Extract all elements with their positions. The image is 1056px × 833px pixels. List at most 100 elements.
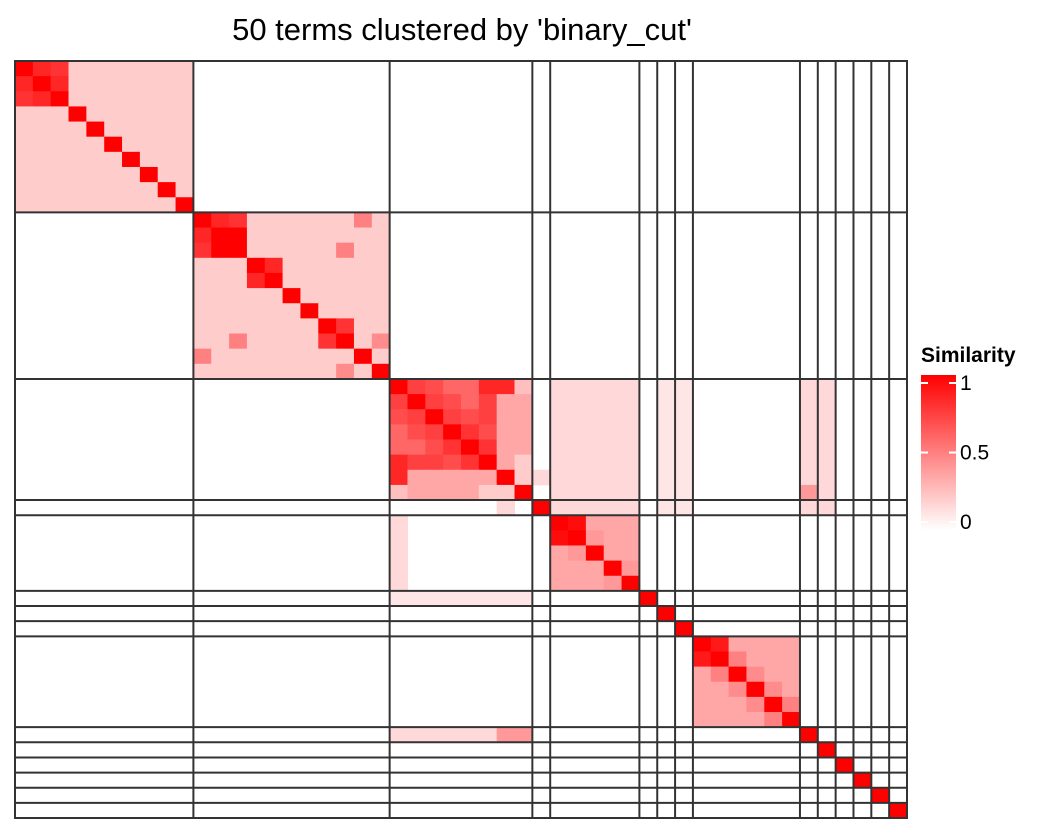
heatmap-cell: [104, 91, 123, 107]
heatmap-cell: [300, 303, 319, 319]
heatmap-cell: [443, 590, 462, 607]
heatmap-cell: [603, 560, 623, 577]
heatmap-cell: [514, 424, 533, 440]
heatmap-cell: [353, 348, 373, 365]
heatmap-cell: [568, 439, 587, 456]
heatmap-cell: [300, 288, 319, 304]
heatmap-cell: [461, 378, 480, 395]
heatmap-cell: [50, 91, 70, 107]
heatmap-cell: [229, 272, 248, 289]
heatmap-cell: [603, 484, 623, 501]
heatmap-cell: [246, 318, 266, 335]
heatmap-cell: [710, 666, 730, 683]
heatmap-cell: [86, 136, 105, 153]
heatmap-cell: [175, 106, 194, 123]
heatmap-cell: [407, 424, 426, 440]
heatmap-cell: [32, 91, 52, 107]
heatmap-cell: [621, 575, 640, 592]
heatmap-cell: [336, 288, 355, 304]
heatmap-cell: [603, 530, 623, 546]
heatmap-cell: [496, 424, 516, 440]
heatmap-cell: [550, 439, 569, 456]
heatmap-cell: [817, 742, 837, 758]
heatmap-cell: [104, 151, 123, 168]
heatmap-cell: [550, 500, 569, 516]
heatmap-cell: [371, 318, 391, 335]
heatmap-cell: [371, 348, 391, 365]
heatmap-cell: [764, 696, 783, 713]
heatmap-cell: [139, 106, 159, 123]
heatmap-cell: [407, 727, 426, 743]
heatmap-cell: [229, 242, 248, 259]
heatmap-cell: [585, 394, 605, 410]
heatmap-cell: [246, 333, 266, 350]
heatmap-cell: [478, 484, 498, 501]
heatmap-cell: [50, 136, 70, 153]
heatmap-cell: [68, 136, 87, 153]
heatmap-cell: [585, 545, 605, 562]
heatmap-cell: [229, 288, 248, 304]
heatmap-cell: [246, 257, 266, 274]
heatmap-cell: [585, 439, 605, 456]
heatmap-cell: [15, 121, 34, 138]
heatmap-cell: [478, 439, 498, 456]
heatmap-cell: [336, 348, 355, 365]
heatmap-cell: [496, 727, 516, 743]
heatmap-cell: [371, 257, 391, 274]
heatmap-cell: [585, 500, 605, 516]
heatmap-cell: [532, 469, 551, 486]
heatmap-cell: [746, 681, 765, 698]
heatmap-cell: [353, 363, 373, 380]
heatmap-cell: [32, 106, 52, 123]
heatmap-cell: [425, 439, 444, 456]
heatmap-cell: [371, 272, 391, 289]
heatmap-cell: [496, 454, 516, 471]
heatmap-cell: [568, 500, 587, 516]
heatmap-cell: [621, 515, 640, 531]
heatmap-cell: [139, 121, 159, 138]
heatmap-cell: [229, 318, 248, 335]
heatmap-cell: [425, 424, 444, 440]
heatmap-cell: [728, 666, 747, 683]
heatmap-cell: [104, 121, 123, 138]
heatmap-cell: [193, 363, 212, 380]
heatmap-cell: [550, 515, 569, 531]
heatmap-cell: [122, 121, 141, 138]
heatmap-cell: [496, 409, 516, 425]
heatmap-cell: [817, 439, 837, 456]
heatmap-cell: [496, 484, 516, 501]
heatmap-cell: [799, 454, 819, 471]
heatmap-cell: [478, 394, 498, 410]
heatmap-cell: [282, 288, 301, 304]
heatmap-cell: [425, 394, 444, 410]
heatmap-cell: [657, 500, 676, 516]
heatmap-cell: [282, 272, 301, 289]
heatmap-cell: [657, 424, 676, 440]
heatmap-cell: [799, 409, 819, 425]
heatmap-cell: [50, 197, 70, 213]
heatmap-cell: [318, 303, 337, 319]
heatmap-cell: [229, 303, 248, 319]
heatmap-cell: [657, 484, 676, 501]
heatmap-cell: [407, 484, 426, 501]
heatmap-cell: [389, 484, 408, 501]
heatmap-cell: [32, 121, 52, 138]
heatmap-cell: [122, 106, 141, 123]
heatmap-cell: [639, 590, 658, 607]
heatmap-cell: [782, 681, 801, 698]
heatmap-cell: [692, 636, 712, 652]
heatmap-cell: [175, 197, 194, 213]
heatmap-cell: [817, 454, 837, 471]
heatmap-cell: [817, 378, 837, 395]
heatmap-cell: [568, 378, 587, 395]
heatmap-cell: [211, 318, 230, 335]
heatmap-cell: [657, 454, 676, 471]
heatmap-cell: [389, 424, 408, 440]
heatmap-cell: [657, 409, 676, 425]
heatmap-cell: [728, 712, 747, 728]
heatmap-cell: [86, 197, 105, 213]
heatmap-cell: [407, 590, 426, 607]
heatmap-cell: [746, 651, 765, 668]
heatmap-cell: [139, 166, 159, 183]
heatmap-cell: [764, 651, 783, 668]
